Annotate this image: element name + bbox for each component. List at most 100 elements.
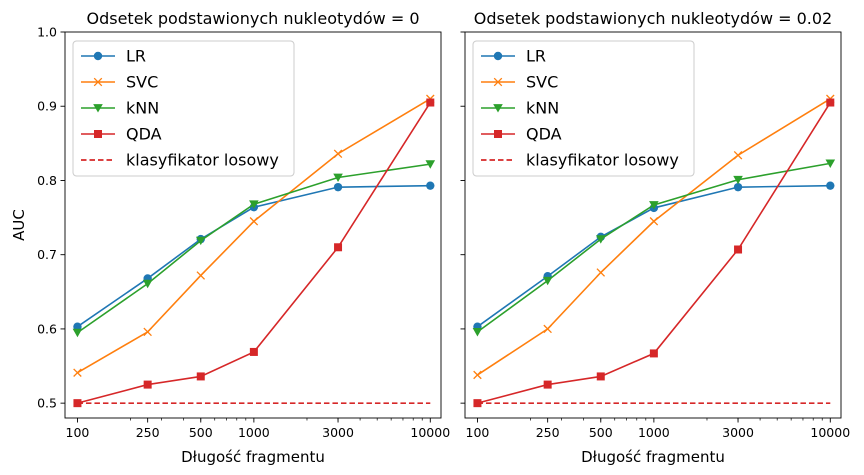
- legend-label: kNN: [126, 99, 159, 118]
- marker-stroke: [333, 149, 343, 158]
- legend-label: klasyfikator losowy: [126, 151, 279, 170]
- data-point: [493, 77, 503, 87]
- data-point: [143, 327, 152, 337]
- legend-entry-3: kNN: [81, 99, 159, 118]
- x-tick-label: 1000: [638, 425, 670, 440]
- y-tick-label: 0.9: [37, 99, 57, 114]
- data-point: [333, 173, 343, 183]
- legend-box: [472, 40, 695, 177]
- data-point: [649, 201, 659, 210]
- x-tick-label: 10000: [810, 425, 850, 440]
- series-line: [77, 98, 431, 374]
- x-tick-label: 3000: [722, 425, 754, 440]
- data-point: [472, 328, 483, 337]
- x-tick-label: 1000: [238, 425, 270, 440]
- legend-label: kNN: [526, 99, 559, 118]
- data-point: [93, 51, 103, 61]
- x-tick-label: 250: [536, 425, 560, 440]
- marker-stroke: [93, 77, 103, 87]
- data-point: [733, 175, 743, 185]
- legend-entry-4: QDA: [81, 125, 162, 144]
- data-point: [494, 130, 502, 138]
- legend-label: LR: [526, 47, 546, 66]
- data-point: [493, 104, 503, 113]
- marker-stroke: [196, 271, 206, 280]
- data-point: [595, 235, 606, 244]
- x-tick-label: 10000: [410, 425, 450, 440]
- data-point: [333, 149, 343, 158]
- series-svc: [73, 94, 435, 377]
- legend-entry-2: SVC: [81, 73, 158, 92]
- marker-stroke: [73, 368, 82, 377]
- marker-stroke: [733, 150, 743, 160]
- x-tick-label: 100: [66, 425, 90, 440]
- series-line: [76, 163, 431, 334]
- series-line: [477, 102, 831, 404]
- y-tick-label: 0.5: [37, 396, 57, 411]
- legend: LR SVC kNN QDA klasyfikator losowy: [72, 40, 295, 177]
- series-knn: [472, 159, 836, 337]
- data-point: [249, 347, 258, 356]
- data-point: [249, 217, 259, 226]
- series-svc: [473, 94, 835, 380]
- data-point: [94, 130, 102, 138]
- data-point: [72, 328, 83, 338]
- y-tick-label: 0.7: [37, 247, 57, 262]
- legend-entry-1: LR: [81, 47, 146, 66]
- data-point: [596, 268, 606, 277]
- data-point: [649, 217, 659, 226]
- series-qda: [473, 98, 835, 408]
- legend-label: QDA: [526, 125, 562, 144]
- data-point: [543, 380, 552, 389]
- series-line: [476, 162, 831, 333]
- data-point: [333, 182, 343, 192]
- data-point: [543, 324, 552, 334]
- data-point: [196, 372, 205, 381]
- marker-stroke: [596, 268, 606, 277]
- legend-box: [72, 40, 295, 177]
- panel-title: Odsetek podstawionych nukleotydów = 0.02: [474, 9, 832, 28]
- data-point: [73, 399, 82, 408]
- x-tick-label: 100: [466, 425, 490, 440]
- axes-frame: [464, 31, 842, 419]
- legend-label: LR: [126, 47, 146, 66]
- panel-2: Odsetek podstawionych nukleotydów = 0.02…: [460, 9, 850, 466]
- y-tick-label: 1.0: [37, 25, 57, 40]
- axes-frame: [64, 31, 442, 419]
- data-point: [426, 98, 435, 107]
- series-line: [77, 102, 431, 404]
- data-point: [143, 380, 152, 389]
- legend-entry-3: kNN: [481, 99, 559, 118]
- panel-1: Odsetek podstawionych nukleotydów = 0 100…: [10, 9, 450, 466]
- series-line: [477, 98, 831, 376]
- legend-entry-5: klasyfikator losowy: [81, 151, 279, 170]
- data-point: [733, 150, 743, 160]
- data-point: [93, 77, 103, 87]
- y-tick-label: 0.6: [37, 321, 57, 336]
- legend-label: SVC: [526, 73, 558, 92]
- data-point: [826, 181, 835, 190]
- panel-title: Odsetek podstawionych nukleotydów = 0: [86, 9, 419, 28]
- data-point: [334, 243, 343, 252]
- x-tick-label: 250: [136, 425, 160, 440]
- marker-stroke: [473, 370, 482, 380]
- data-point: [426, 181, 435, 190]
- data-point: [734, 245, 743, 254]
- data-point: [825, 159, 836, 168]
- legend-entry-2: SVC: [481, 73, 558, 92]
- marker-stroke: [543, 324, 552, 334]
- marker-stroke: [493, 77, 503, 87]
- data-point: [249, 200, 259, 209]
- x-axis-label: Długość fragmentu: [581, 448, 725, 466]
- data-point: [473, 399, 482, 408]
- data-point: [542, 276, 553, 286]
- legend-entry-5: klasyfikator losowy: [481, 151, 679, 170]
- x-tick-label: 500: [189, 425, 213, 440]
- x-axis-label: Długość fragmentu: [181, 448, 325, 466]
- y-tick-label: 0.8: [37, 173, 57, 188]
- marker-stroke: [143, 327, 152, 337]
- legend-label: klasyfikator losowy: [526, 151, 679, 170]
- x-tick-label: 500: [589, 425, 613, 440]
- series-qda: [73, 98, 435, 408]
